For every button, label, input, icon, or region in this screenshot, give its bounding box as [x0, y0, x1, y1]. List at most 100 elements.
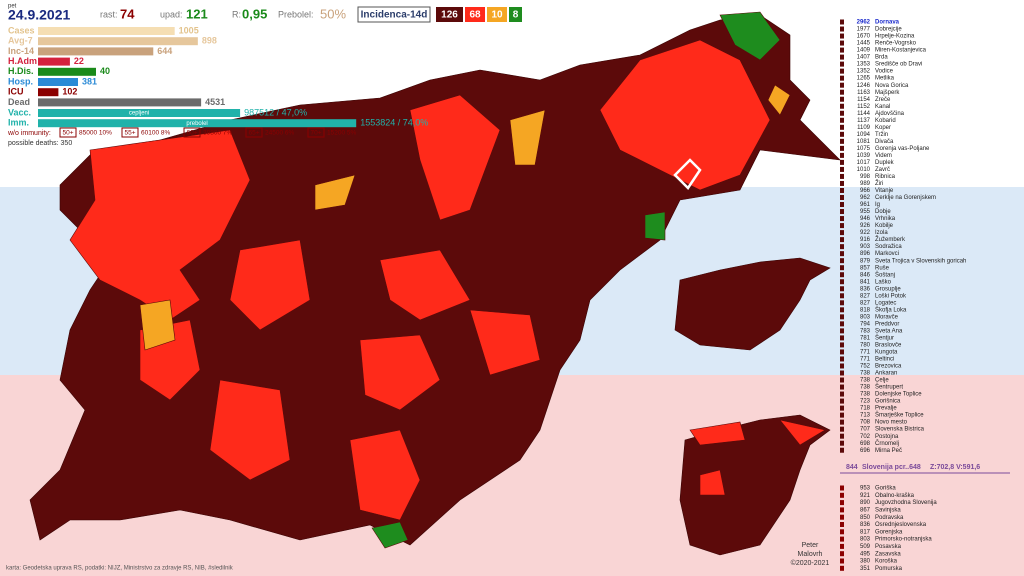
number: 1445 — [857, 41, 871, 47]
summary-name: Slovenija pcr..648 — [862, 464, 921, 471]
row-value: 102 — [62, 87, 77, 97]
number: 1977 — [857, 27, 871, 33]
name: Dobje — [875, 209, 891, 215]
recovered: 50% — [320, 6, 346, 21]
name: Metlika — [875, 76, 895, 82]
swatch — [840, 314, 844, 320]
swatch — [840, 110, 844, 116]
number: 1109 — [857, 125, 871, 131]
swatch — [840, 398, 844, 404]
name: Sveta Ana — [875, 328, 903, 334]
swatch — [840, 68, 844, 74]
age: 50+ — [62, 130, 73, 137]
number: 718 — [860, 406, 871, 412]
row-label: H.Adm — [8, 56, 37, 66]
mini-map-blue — [674, 257, 831, 351]
name: Šentjur — [875, 334, 894, 341]
number: 738 — [860, 385, 871, 391]
swatch — [840, 356, 844, 362]
swatch — [840, 300, 844, 306]
number: 916 — [860, 237, 871, 243]
number: 1137 — [857, 118, 871, 124]
swatch — [840, 166, 844, 172]
number: 961 — [860, 202, 871, 208]
age: 70+ — [310, 130, 321, 137]
swatch — [840, 507, 844, 513]
name: Moravče — [875, 314, 899, 320]
name: Miren-Kostanjevica — [875, 48, 927, 54]
number: 921 — [860, 493, 871, 499]
swatch — [840, 558, 844, 564]
swatch — [840, 54, 844, 60]
author: ©2020-2021 — [791, 559, 830, 567]
name: Kanal — [875, 104, 890, 110]
bar — [38, 37, 198, 46]
source: karta: Geodetska uprava RS, podatki: NIJ… — [6, 566, 234, 572]
bar — [38, 88, 59, 97]
name: Zasavska — [875, 551, 901, 557]
swatch — [840, 40, 844, 46]
swatch — [840, 33, 844, 39]
name: Braslovče — [875, 342, 902, 348]
number: 966 — [860, 188, 871, 194]
name: Preddvor — [875, 321, 899, 327]
swatch — [840, 202, 844, 208]
swatch — [840, 500, 844, 506]
region-red — [359, 334, 441, 411]
swatch — [840, 19, 844, 25]
number: 1075 — [857, 146, 871, 152]
swatch — [840, 61, 844, 67]
row-label: Inc-14 — [8, 46, 34, 56]
swatch — [840, 251, 844, 257]
swatch — [840, 447, 844, 453]
name: Vitanje — [875, 188, 894, 194]
name: Kungota — [875, 350, 898, 356]
number: 1010 — [857, 167, 871, 173]
swatch — [840, 230, 844, 236]
name: Brezovica — [875, 364, 902, 370]
immunity-value: 24500 6% — [265, 130, 294, 137]
bar-inner: cepljeni — [129, 111, 149, 117]
number: 509 — [860, 544, 871, 550]
legend-swatch — [465, 7, 485, 22]
number: 818 — [860, 307, 871, 313]
mini-map-pink — [679, 414, 831, 556]
swatch — [840, 335, 844, 341]
number: 817 — [860, 529, 871, 535]
number: 1039 — [857, 153, 871, 159]
number: 380 — [860, 559, 871, 565]
number: 1152 — [857, 104, 871, 110]
row-value: 40 — [100, 66, 110, 76]
r: 0,95 — [242, 6, 267, 21]
row-label: Dead — [8, 97, 30, 107]
mode-box — [357, 6, 431, 23]
age-box — [245, 127, 263, 138]
decline: 121 — [186, 6, 208, 21]
name: Kobilje — [875, 223, 894, 229]
number: 707 — [860, 427, 871, 433]
swatch — [840, 103, 844, 109]
row-label: Imm. — [8, 118, 29, 128]
number: 1017 — [857, 160, 871, 166]
number: 698 — [860, 441, 871, 447]
legend-swatch — [436, 7, 463, 22]
region-red — [779, 419, 826, 446]
swatch — [840, 279, 844, 285]
immunity-value: 85000 10% — [79, 130, 112, 137]
number: 783 — [860, 328, 871, 334]
swatch — [840, 26, 844, 32]
region-green — [644, 211, 666, 241]
name: Gorenjska — [875, 529, 903, 535]
immunity-value: 60100 8% — [141, 130, 170, 137]
name: Jugovzhodna Slovenija — [875, 500, 937, 506]
swatch — [840, 159, 844, 165]
possible-deaths: possible deaths: 350 — [8, 140, 72, 147]
swatch — [840, 272, 844, 278]
growth: 74 — [120, 6, 135, 21]
swatch — [840, 216, 844, 222]
swatch — [840, 412, 844, 418]
name: Vodice — [875, 69, 894, 75]
swatch — [840, 96, 844, 102]
number: 879 — [860, 258, 871, 264]
map — [29, 11, 841, 556]
